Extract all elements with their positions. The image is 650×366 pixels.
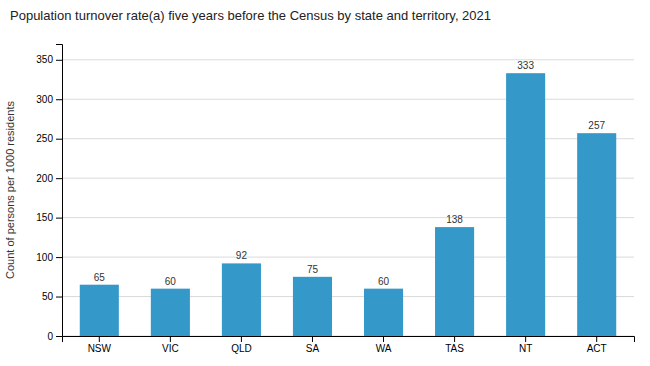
- x-tick: VIC: [162, 336, 179, 354]
- x-tick-label: ACT: [587, 343, 607, 354]
- bar: [293, 277, 332, 336]
- chart-container: Population turnover rate(a) five years b…: [0, 0, 650, 366]
- y-tick-label: 200: [36, 173, 53, 184]
- x-tick-mark: [99, 336, 100, 342]
- y-tick-mark: [56, 139, 62, 140]
- grid: [62, 60, 634, 336]
- x-axis-line: [63, 337, 635, 343]
- x-tick-mark: [596, 336, 597, 342]
- x-tick-label: WA: [376, 343, 392, 354]
- x-axis: NSW VIC QLD SA WA TAS NT ACT: [63, 336, 635, 354]
- plot: 65 60 92 75 60 138 333 257 NSW VIC QLD SA WA TAS NT ACT…: [36, 45, 634, 355]
- x-tick: NSW: [88, 336, 112, 354]
- bar: [577, 133, 616, 336]
- grid-line: [62, 257, 634, 258]
- x-tick-label: VIC: [162, 343, 179, 354]
- y-tick: 100: [36, 252, 62, 263]
- y-tick-mark: [56, 336, 62, 337]
- x-tick-mark: [312, 336, 313, 342]
- bar: [222, 263, 261, 336]
- x-tick: ACT: [587, 336, 607, 354]
- x-tick-mark: [525, 336, 526, 342]
- y-axis: 0 50 100 150 200 250 300 350: [36, 45, 62, 342]
- data-label: 333: [517, 60, 534, 71]
- y-tick-mark: [56, 218, 62, 219]
- x-tick-label: NT: [519, 343, 532, 354]
- x-tick-label: TAS: [445, 343, 464, 354]
- data-label: 75: [307, 264, 319, 275]
- y-tick-mark: [56, 178, 62, 179]
- y-tick-label: 350: [36, 54, 53, 65]
- x-tick-mark: [383, 336, 384, 342]
- y-tick: 250: [36, 133, 62, 144]
- grid-line: [62, 296, 634, 297]
- bar: [435, 227, 474, 336]
- bar: [151, 289, 190, 336]
- x-tick-label: QLD: [231, 343, 252, 354]
- title: Population turnover rate(a) five years b…: [10, 8, 491, 23]
- data-label: 65: [94, 272, 106, 283]
- y-tick: 350: [36, 54, 62, 65]
- y-tick-label: 300: [36, 94, 53, 105]
- data-labels: 65 60 92 75 60 138 333 257: [94, 60, 606, 286]
- x-tick: TAS: [445, 336, 464, 354]
- y-tick-mark: [56, 297, 62, 298]
- y-tick-label: 150: [36, 212, 53, 223]
- y-tick-mark: [56, 257, 62, 258]
- y-axis-line: [56, 45, 63, 337]
- x-tick-label: NSW: [88, 343, 112, 354]
- y-tick: 50: [42, 291, 62, 302]
- data-label: 60: [165, 276, 177, 287]
- bar: [364, 289, 403, 336]
- grid-line: [62, 178, 634, 179]
- x-tick-mark: [170, 336, 171, 342]
- data-label: 92: [236, 250, 248, 261]
- x-tick: SA: [306, 336, 320, 354]
- grid-line: [62, 99, 634, 100]
- x-tick: QLD: [231, 336, 252, 354]
- bars: [80, 73, 616, 336]
- x-tick-label: SA: [306, 343, 320, 354]
- y-tick-label: 50: [42, 291, 54, 302]
- x-tick: WA: [376, 336, 392, 354]
- x-tick: NT: [519, 336, 532, 354]
- y-axis-title: Count of persons per 1000 residents: [4, 101, 16, 279]
- y-tick: 0: [47, 331, 62, 342]
- grid-line: [62, 217, 634, 218]
- x-tick-mark: [241, 336, 242, 342]
- y-tick: 200: [36, 173, 62, 184]
- chart-svg: Population turnover rate(a) five years b…: [0, 0, 650, 366]
- y-tick: 150: [36, 212, 62, 223]
- y-tick: 300: [36, 94, 62, 105]
- y-tick-label: 100: [36, 252, 53, 263]
- y-tick-label: 250: [36, 133, 53, 144]
- grid-line: [62, 59, 634, 60]
- data-label: 60: [378, 276, 390, 287]
- y-tick-mark: [56, 60, 62, 61]
- bar: [506, 73, 545, 336]
- x-tick-mark: [454, 336, 455, 342]
- y-tick-label: 0: [47, 331, 53, 342]
- grid-line: [62, 138, 634, 139]
- y-tick-mark: [56, 99, 62, 100]
- data-label: 257: [588, 120, 605, 131]
- data-label: 138: [446, 214, 463, 225]
- bar: [80, 285, 119, 336]
